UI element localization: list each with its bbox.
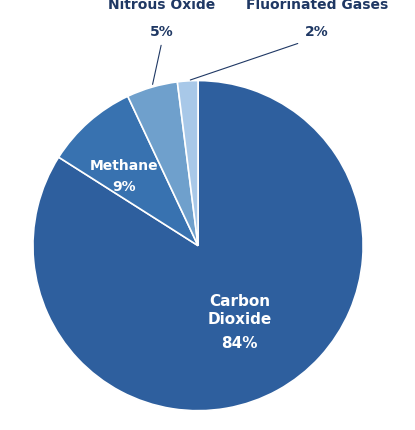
Text: 84%: 84% — [221, 335, 258, 350]
Wedge shape — [128, 83, 198, 246]
Text: Nitrous Oxide: Nitrous Oxide — [108, 0, 215, 12]
Text: 9%: 9% — [112, 180, 136, 194]
Text: Carbon
Dioxide: Carbon Dioxide — [207, 293, 271, 326]
Text: 2%: 2% — [305, 25, 329, 39]
Wedge shape — [177, 81, 198, 246]
Text: 5%: 5% — [150, 25, 173, 39]
Text: Fluorinated Gases: Fluorinated Gases — [246, 0, 388, 12]
Text: Methane: Methane — [90, 158, 159, 172]
Wedge shape — [59, 97, 198, 246]
Wedge shape — [33, 81, 363, 411]
